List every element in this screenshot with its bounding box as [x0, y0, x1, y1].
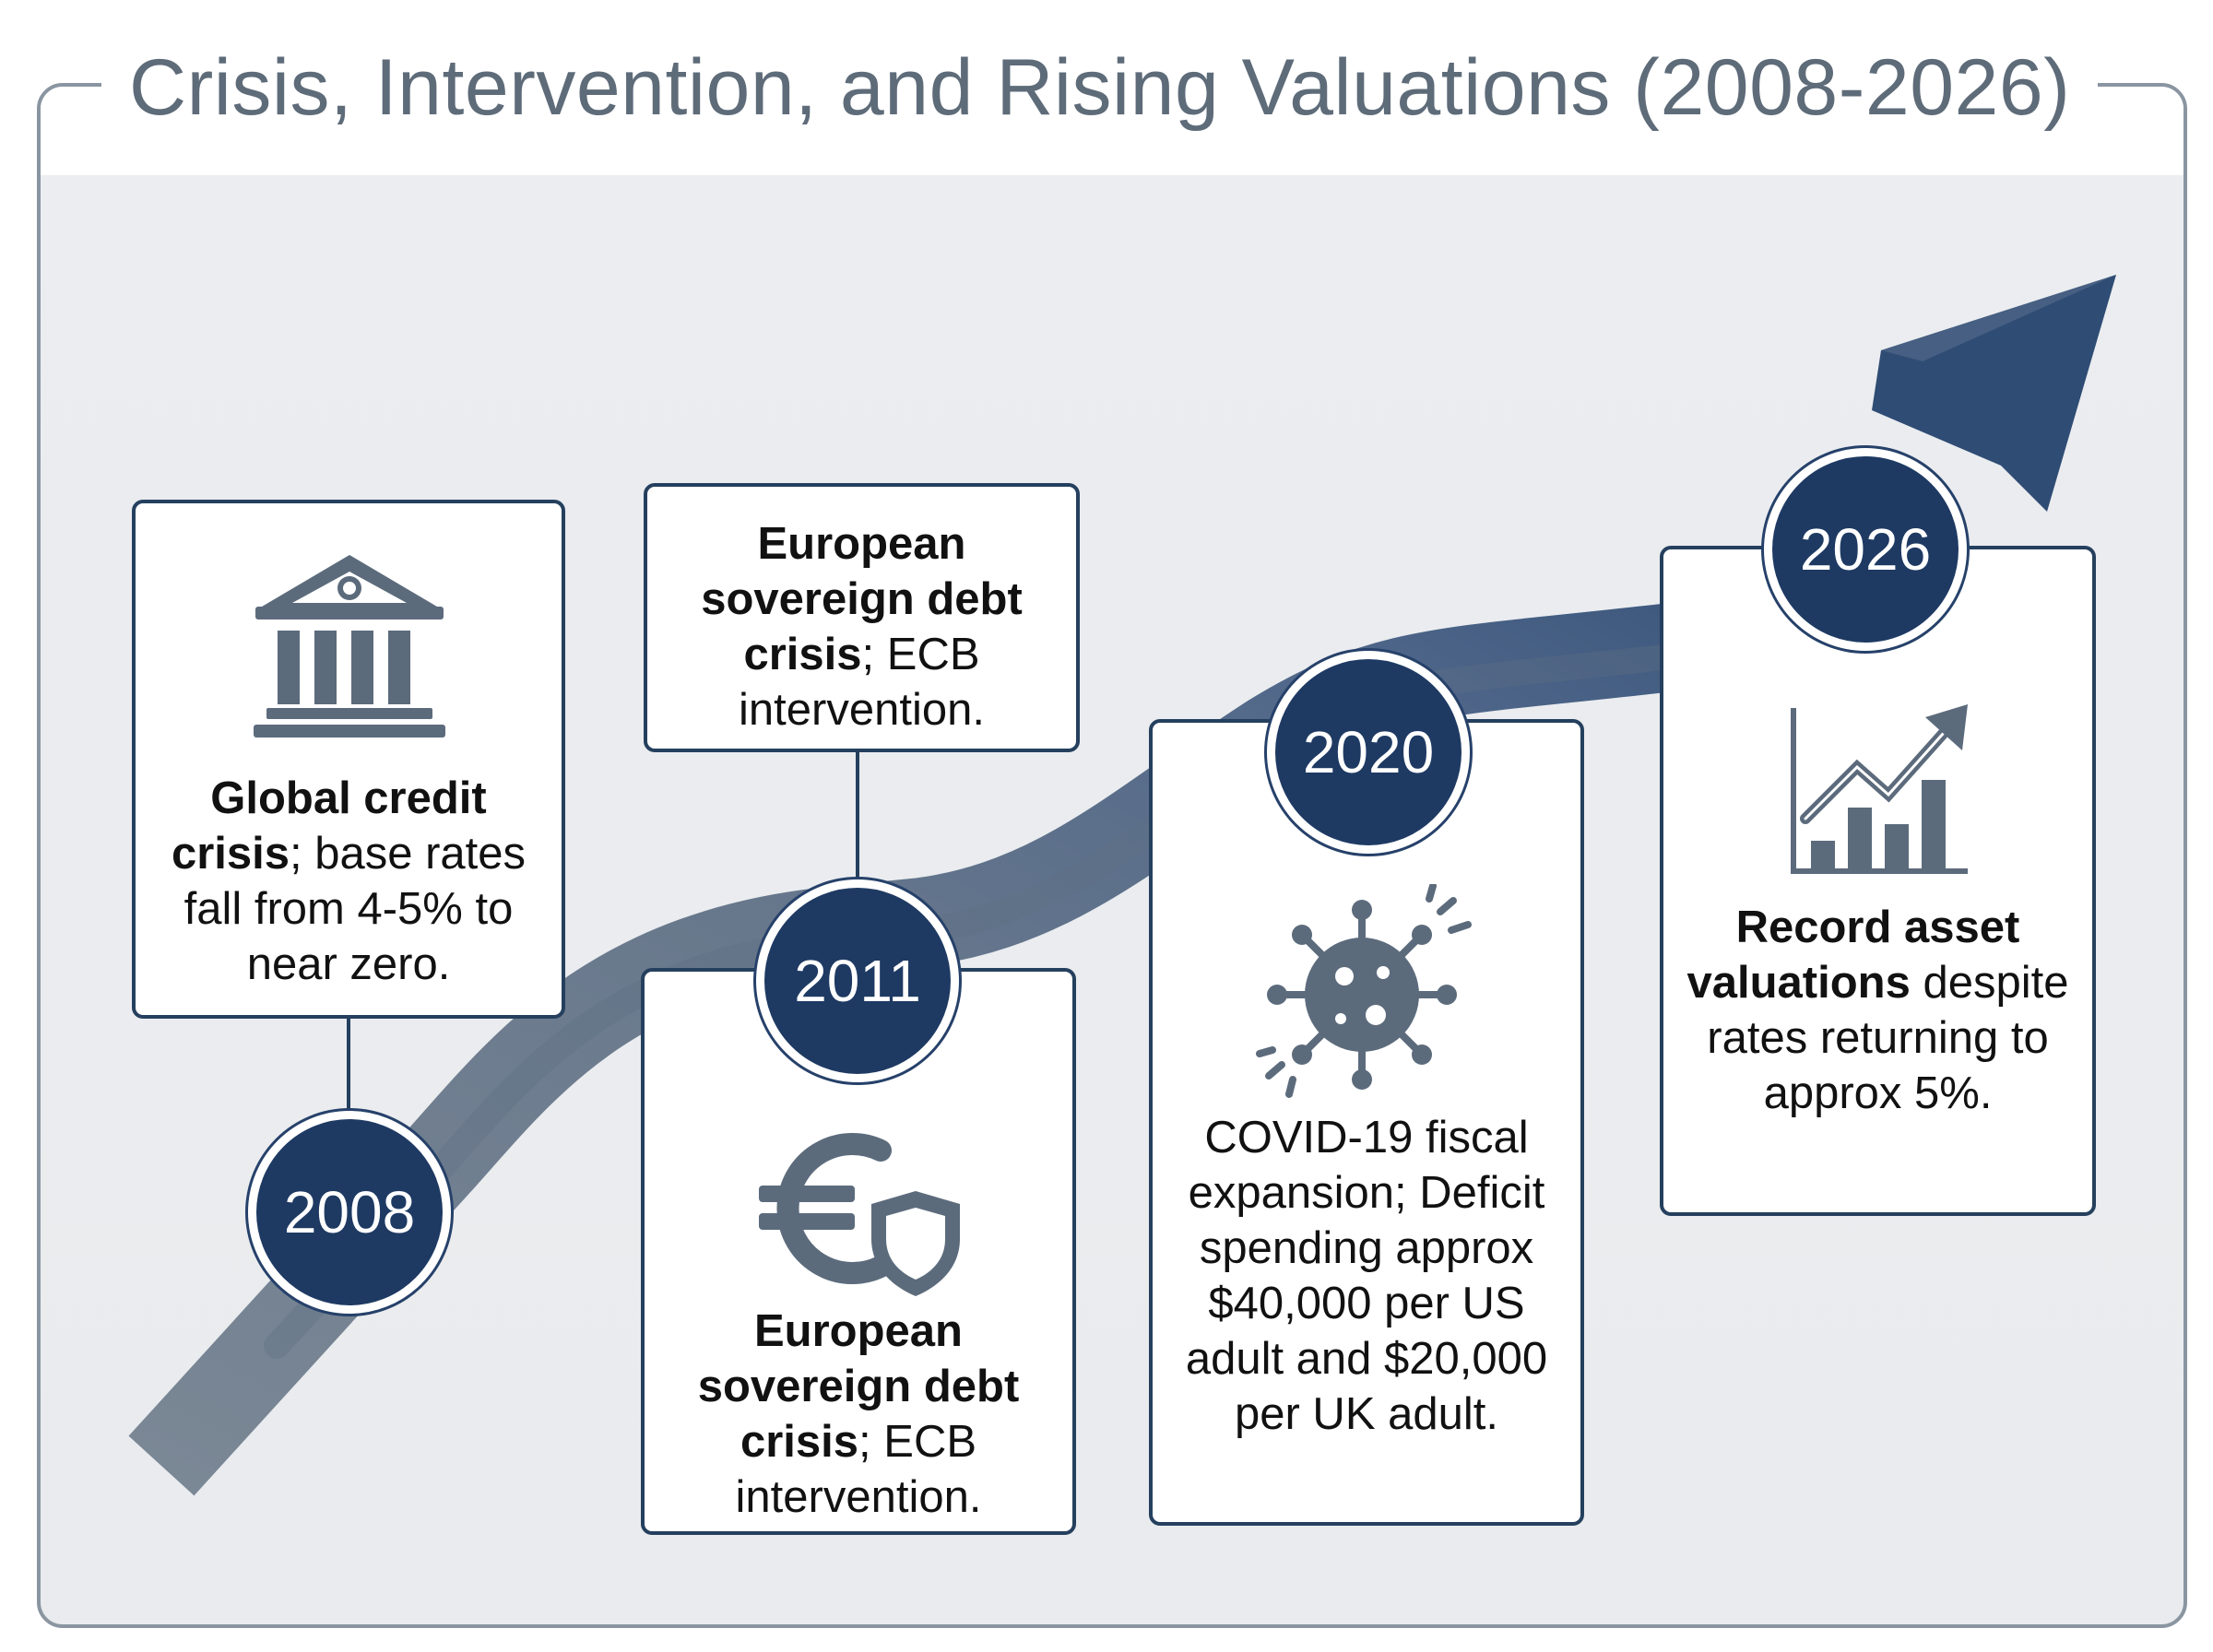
year-badge-2026: 2026	[1764, 448, 1967, 651]
euro-shield-icon	[759, 1133, 960, 1296]
card-2011-top-body: ; ECB intervention.	[739, 630, 985, 735]
card-2011-top-bold: European sovereign debt crisis	[701, 519, 1023, 679]
card-2026: Record asset valuations despite rates re…	[1660, 546, 2096, 1216]
virus-icon	[1256, 884, 1472, 1098]
card-2011-bottom-bold: European sovereign debt crisis	[697, 1306, 1020, 1467]
bank-icon	[254, 555, 445, 738]
card-2011-bottom-body: ; ECB intervention.	[735, 1417, 982, 1522]
card-2008-text: Global credit crisis; base rates fall fr…	[145, 771, 552, 992]
card-2011-top-text: European sovereign debt crisis; ECB inte…	[657, 516, 1067, 738]
diagram-title: Crisis, Intervention, and Rising Valuati…	[101, 28, 2099, 148]
card-2008-bold: Global credit crisis	[171, 773, 487, 879]
year-badge-2020: 2020	[1267, 651, 1470, 854]
card-2020-body: COVID-19 fiscal expansion; Deficit spend…	[1185, 1113, 1548, 1439]
card-2020-text: COVID-19 fiscal expansion; Deficit spend…	[1162, 1110, 1571, 1442]
year-badge-2008: 2008	[248, 1111, 451, 1314]
connector-2011	[856, 749, 859, 887]
card-2008: Global credit crisis; base rates fall fr…	[132, 500, 565, 1019]
rising-chart-icon	[1791, 704, 1968, 874]
card-2026-text: Record asset valuations despite rates re…	[1673, 900, 2083, 1121]
card-2026-body: despite rates returning to approx 5%.	[1707, 958, 2069, 1118]
card-2008-body: ; base rates fall from 4-5% to near zero…	[183, 829, 527, 989]
arrowhead-highlight	[1881, 275, 2116, 361]
connector-2008	[347, 1014, 350, 1111]
year-badge-2011: 2011	[756, 879, 959, 1082]
card-2011-bottom-text: European sovereign debt crisis; ECB inte…	[654, 1304, 1063, 1525]
card-2011-top: European sovereign debt crisis; ECB inte…	[644, 483, 1080, 752]
card-2026-bold: Record asset valuations	[1686, 903, 2020, 1008]
card-2020: COVID-19 fiscal expansion; Deficit spend…	[1149, 719, 1584, 1526]
